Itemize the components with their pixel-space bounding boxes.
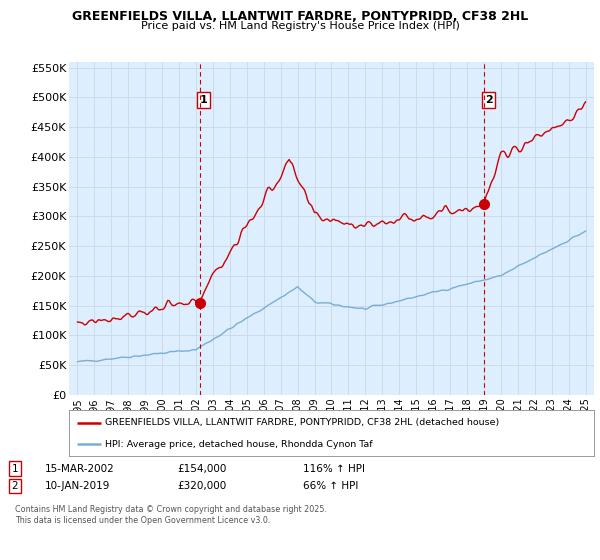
Text: 1: 1 bbox=[11, 464, 19, 474]
Text: GREENFIELDS VILLA, LLANTWIT FARDRE, PONTYPRIDD, CF38 2HL: GREENFIELDS VILLA, LLANTWIT FARDRE, PONT… bbox=[72, 10, 528, 23]
Text: Contains HM Land Registry data © Crown copyright and database right 2025.
This d: Contains HM Land Registry data © Crown c… bbox=[15, 505, 327, 525]
Text: Price paid vs. HM Land Registry's House Price Index (HPI): Price paid vs. HM Land Registry's House … bbox=[140, 21, 460, 31]
Text: 1: 1 bbox=[200, 95, 208, 105]
Text: 10-JAN-2019: 10-JAN-2019 bbox=[45, 481, 110, 491]
Text: GREENFIELDS VILLA, LLANTWIT FARDRE, PONTYPRIDD, CF38 2HL (detached house): GREENFIELDS VILLA, LLANTWIT FARDRE, PONT… bbox=[105, 418, 499, 427]
Text: HPI: Average price, detached house, Rhondda Cynon Taf: HPI: Average price, detached house, Rhon… bbox=[105, 440, 373, 449]
Text: £154,000: £154,000 bbox=[177, 464, 226, 474]
Text: 116% ↑ HPI: 116% ↑ HPI bbox=[303, 464, 365, 474]
Text: 2: 2 bbox=[485, 95, 493, 105]
Text: 2: 2 bbox=[11, 481, 19, 491]
Text: 15-MAR-2002: 15-MAR-2002 bbox=[45, 464, 115, 474]
Text: £320,000: £320,000 bbox=[177, 481, 226, 491]
Text: 66% ↑ HPI: 66% ↑ HPI bbox=[303, 481, 358, 491]
